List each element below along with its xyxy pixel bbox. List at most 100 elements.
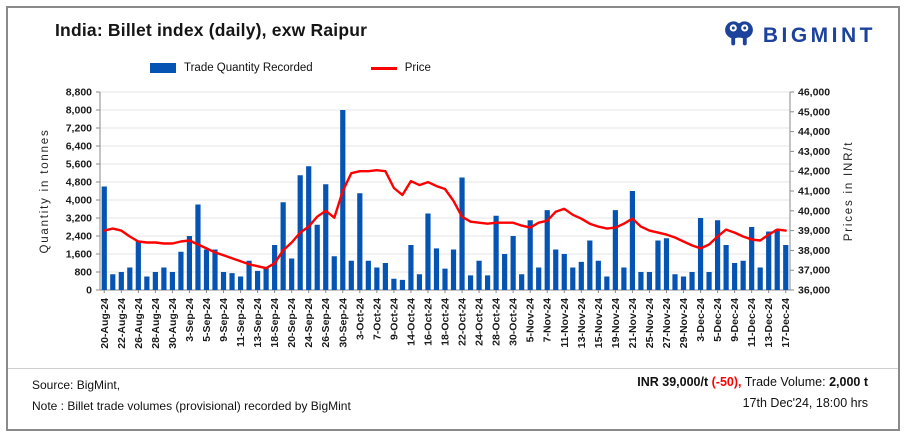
trade-quantity-bar bbox=[706, 272, 712, 290]
trade-quantity-bar bbox=[553, 249, 559, 290]
trade-quantity-bar bbox=[502, 254, 508, 290]
trade-quantity-bar bbox=[544, 210, 550, 291]
footer-summary: INR 39,000/t (-50), Trade Volume: 2,000 … bbox=[637, 372, 868, 414]
x-axis-label: 15-Nov-24 bbox=[593, 298, 605, 348]
x-axis-label: 9-Sep-24 bbox=[218, 298, 230, 342]
trade-quantity-bar bbox=[263, 267, 269, 290]
left-axis-tick-label: 8,800 bbox=[66, 87, 92, 99]
trade-quantity-bar bbox=[374, 267, 380, 290]
right-axis-tick-label: 38,000 bbox=[798, 245, 830, 257]
left-axis-tick-label: 6,400 bbox=[66, 141, 92, 153]
left-axis-tick-label: 0 bbox=[86, 285, 92, 297]
chart-legend: Trade Quantity Recorded Price bbox=[150, 62, 431, 74]
trade-quantity-bar bbox=[212, 249, 218, 290]
x-axis-label: 21-Nov-24 bbox=[627, 298, 639, 348]
trade-quantity-bar bbox=[442, 268, 448, 291]
trade-quantity-bar bbox=[220, 272, 227, 290]
right-axis-tick-label: 42,000 bbox=[798, 166, 830, 178]
left-axis-tick-label: 5,600 bbox=[66, 159, 92, 171]
trade-quantity-bar bbox=[348, 260, 354, 290]
trade-quantity-bar bbox=[127, 267, 133, 290]
trade-quantity-bar bbox=[306, 166, 312, 290]
bigmint-owl-icon bbox=[722, 16, 756, 55]
right-axis-tick-label: 39,000 bbox=[798, 225, 830, 237]
x-axis-label: 28-Oct-24 bbox=[491, 298, 503, 346]
x-axis-label: 3-Dec-24 bbox=[695, 298, 707, 342]
trade-volume-value: 2,000 t bbox=[829, 375, 868, 389]
x-axis-label: 29-Nov-24 bbox=[678, 298, 690, 348]
trade-quantity-bar bbox=[519, 274, 525, 290]
x-axis-label: 24-Sep-24 bbox=[303, 298, 315, 348]
trade-quantity-bar bbox=[433, 248, 440, 291]
source-text: Source: BigMint, bbox=[32, 378, 121, 392]
latest-price-line: INR 39,000/t (-50), Trade Volume: 2,000 … bbox=[637, 372, 868, 393]
x-axis-label: 19-Nov-24 bbox=[610, 298, 622, 348]
x-axis-label: 20-Aug-24 bbox=[99, 298, 111, 349]
trade-quantity-bar bbox=[416, 274, 423, 290]
trade-quantity-bar bbox=[672, 274, 678, 290]
trade-quantity-bar bbox=[237, 276, 244, 290]
x-axis-label: 13-Sep-24 bbox=[252, 298, 264, 348]
trade-quantity-bar bbox=[110, 274, 116, 290]
trade-quantity-bar bbox=[604, 276, 610, 290]
trade-quantity-bar bbox=[663, 238, 670, 290]
trade-quantity-bar bbox=[629, 191, 636, 290]
trade-quantity-bar bbox=[536, 267, 542, 290]
left-axis-title: Quantity in tonnes bbox=[39, 128, 51, 253]
trade-quantity-bar bbox=[484, 275, 491, 291]
footer-notes: Source: BigMint, Note : Billet trade vol… bbox=[32, 375, 351, 417]
trade-quantity-bar bbox=[689, 272, 695, 290]
right-axis-tick-label: 45,000 bbox=[798, 106, 830, 118]
trade-quantity-bar bbox=[289, 258, 295, 290]
trade-quantity-bar bbox=[732, 263, 738, 290]
latest-price: INR 39,000/t bbox=[637, 375, 709, 389]
x-axis-label: 7-Oct-24 bbox=[371, 298, 383, 340]
trade-quantity-bar bbox=[195, 204, 201, 290]
x-axis-label: 30-Aug-24 bbox=[167, 298, 179, 349]
bigmint-logo-text: BIGMINT bbox=[762, 23, 876, 47]
x-axis-label: 27-Nov-24 bbox=[661, 298, 673, 348]
trade-quantity-bar bbox=[714, 220, 721, 290]
price-line bbox=[103, 168, 787, 270]
legend-label: Price bbox=[404, 62, 431, 74]
trade-quantity-bar bbox=[476, 260, 482, 290]
trade-quantity-bar bbox=[723, 245, 729, 290]
x-axis-label: 11-Dec-24 bbox=[746, 298, 758, 347]
left-axis-tick-label: 800 bbox=[74, 267, 92, 279]
trade-quantity-bar bbox=[229, 273, 235, 291]
line-swatch-icon bbox=[370, 66, 397, 70]
trade-quantity-bar bbox=[783, 245, 789, 290]
trade-quantity-bar bbox=[740, 260, 746, 290]
x-axis-label: 26-Sep-24 bbox=[320, 298, 332, 348]
trade-quantity-bar bbox=[272, 245, 278, 290]
trade-quantity-bar bbox=[527, 220, 533, 290]
x-axis-label: 13-Dec-24 bbox=[763, 298, 775, 348]
x-axis-label: 3-Sep-24 bbox=[184, 298, 196, 342]
right-axis-tick-label: 44,000 bbox=[798, 126, 830, 138]
right-axis-tick-label: 40,000 bbox=[798, 205, 830, 217]
legend-item-price: Price bbox=[370, 62, 431, 74]
right-axis-tick-label: 36,000 bbox=[798, 285, 830, 297]
trade-quantity-bar bbox=[757, 267, 763, 290]
trade-quantity-bar bbox=[161, 267, 167, 290]
trade-quantity-bar bbox=[280, 202, 286, 290]
trade-quantity-bar bbox=[655, 240, 661, 290]
x-axis-label: 25-Nov-24 bbox=[644, 298, 656, 348]
x-axis-label: 5-Sep-24 bbox=[201, 298, 213, 342]
trade-quantity-bar bbox=[467, 275, 474, 291]
x-axis-label: 14-Oct-24 bbox=[405, 298, 417, 346]
trade-quantity-bar bbox=[749, 227, 755, 290]
page-title: India: Billet index (daily), exw Raipur bbox=[55, 20, 368, 40]
trade-quantity-bar bbox=[766, 231, 772, 290]
trade-volume-label: Trade Volume: bbox=[744, 375, 826, 389]
trade-quantity-bar bbox=[646, 272, 653, 290]
timestamp: 17th Dec'24, 18:00 hrs bbox=[742, 396, 868, 410]
trade-quantity-bar bbox=[365, 260, 371, 290]
trade-quantity-bar bbox=[680, 276, 687, 290]
legend-item-trade-quantity: Trade Quantity Recorded bbox=[150, 62, 313, 74]
x-axis-label: 9-Dec-24 bbox=[729, 298, 741, 342]
right-axis-tick-label: 37,000 bbox=[798, 265, 830, 277]
trade-quantity-bar bbox=[391, 278, 397, 290]
x-axis-label: 17-Dec-24 bbox=[780, 298, 792, 348]
